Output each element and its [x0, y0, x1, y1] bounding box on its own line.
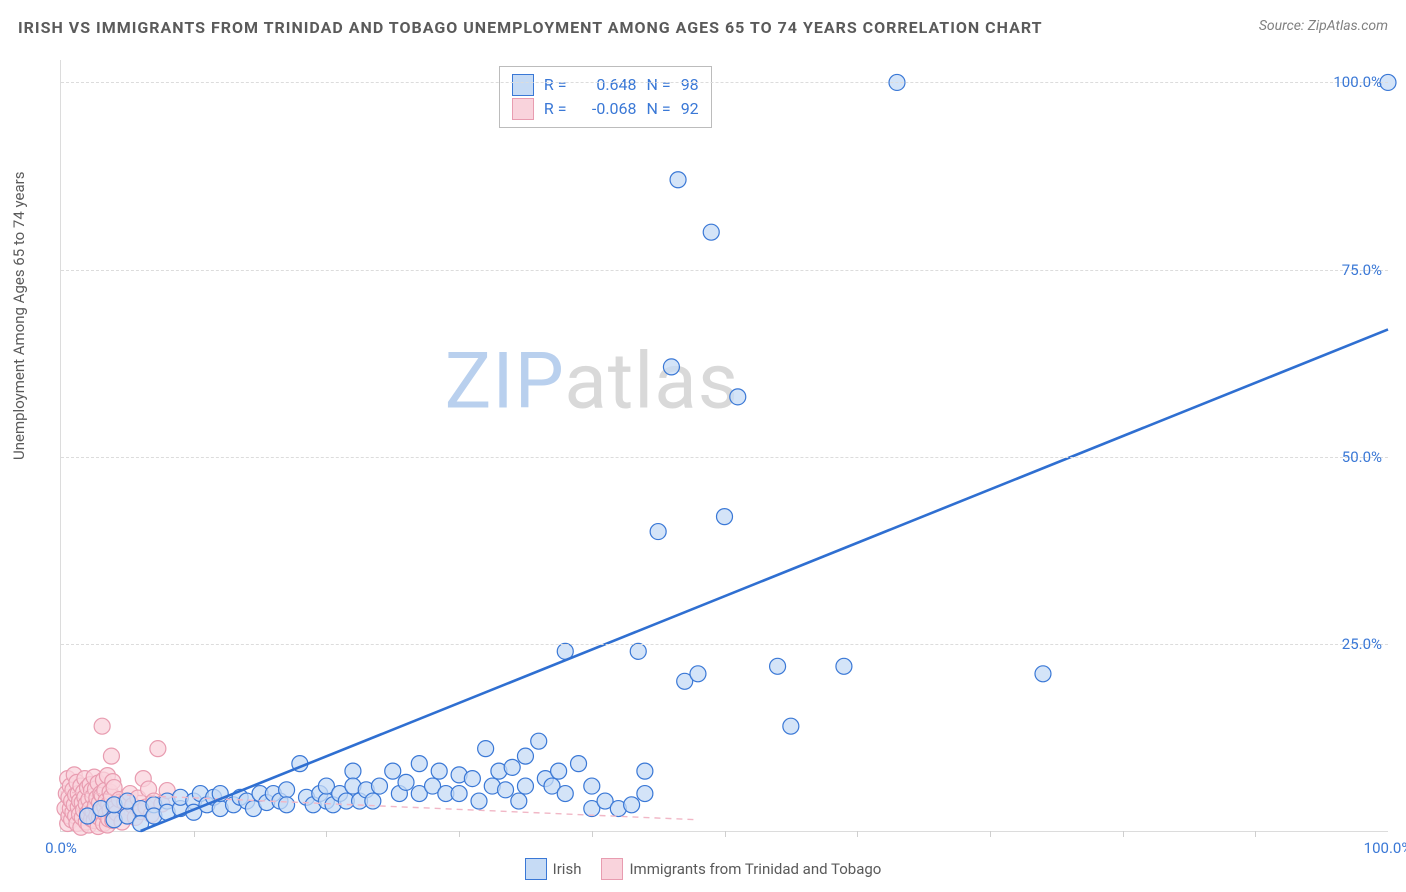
legend-label-a: Irish: [553, 860, 582, 878]
y-axis-label: Unemployment Among Ages 65 to 74 years: [10, 172, 28, 460]
legend-item-b: Immigrants from Trinidad and Tobago: [601, 858, 881, 880]
legend-label-b: Immigrants from Trinidad and Tobago: [629, 860, 881, 878]
legend-item-a: Irish: [525, 858, 582, 880]
legend: Irish Immigrants from Trinidad and Tobag…: [0, 858, 1406, 880]
points-svg: [61, 60, 1388, 831]
source-credit: Source: ZipAtlas.com: [1259, 18, 1388, 34]
legend-swatch-a-icon: [525, 858, 547, 880]
chart-title: IRISH VS IMMIGRANTS FROM TRINIDAD AND TO…: [18, 18, 1043, 37]
scatter-plot: ZIPatlas R = 0.648 N = 98 R = -0.068 N =…: [60, 60, 1388, 832]
legend-swatch-b-icon: [601, 858, 623, 880]
